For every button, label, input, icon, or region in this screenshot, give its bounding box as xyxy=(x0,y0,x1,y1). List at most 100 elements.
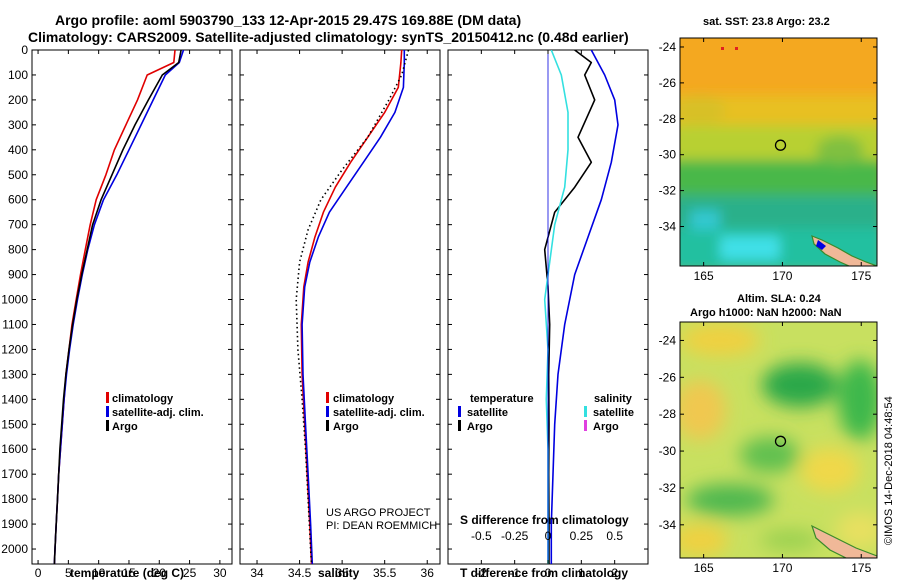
argo-location-marker xyxy=(774,139,787,151)
figure-title-line1: Argo profile: aoml 5903790_133 12-Apr-20… xyxy=(55,12,521,28)
series-line-satellite-adj-clim- xyxy=(53,50,185,564)
series-line-temperature-satellite xyxy=(550,50,619,564)
y-tick-label: 500 xyxy=(8,168,28,182)
x-tick-label: 36 xyxy=(421,566,435,580)
salinity-plot xyxy=(295,50,410,564)
series-line-climatology xyxy=(53,50,176,564)
legend-swatch-s-argo xyxy=(584,420,587,431)
legend-title-temperature: temperature xyxy=(470,393,534,405)
hotspot-marker xyxy=(735,47,738,50)
imos-credit: ©IMOS 14-Dec-2018 04:48:54 xyxy=(883,396,895,545)
y-tick-label: 0 xyxy=(21,43,28,57)
x-tick-label: 2 xyxy=(611,566,618,580)
map-y-tick-label: -32 xyxy=(659,184,677,198)
temperature-xlabel: temperature (deg C) xyxy=(70,566,184,580)
salinity-xlabel: salinity xyxy=(318,566,360,580)
map-y-tick-label: -24 xyxy=(659,40,677,54)
x-tick-label: 25 xyxy=(183,566,197,580)
sst-map xyxy=(680,38,877,266)
map-y-tick-label: -30 xyxy=(659,148,677,162)
project-credit: US ARGO PROJECT xyxy=(326,507,431,519)
depth-axis: 0 100 200 300 400 500 600 700 800 900 1000 1100 1200… xyxy=(1,43,648,556)
temperature-legend: climatology satellite-adj. clim. Argo xyxy=(106,392,204,433)
series-line-temperature-argo xyxy=(543,50,596,564)
series-line-satellite-adj-clim- xyxy=(301,50,406,564)
legend-swatch-t-argo xyxy=(458,420,461,431)
coastline-new-caledonia xyxy=(810,524,877,558)
s-diff-tick-label: 0.25 xyxy=(570,529,594,543)
legend-label-argo: Argo xyxy=(333,421,359,433)
hotspot-marker xyxy=(721,47,724,50)
x-tick-label: 34.5 xyxy=(288,566,312,580)
series-line-climatology xyxy=(300,50,403,564)
legend-label-s-satellite: satellite xyxy=(593,407,634,419)
legend-swatch-satellite xyxy=(326,406,329,417)
map-y-tick-label: -30 xyxy=(659,444,677,458)
map-x-tick-label: 170 xyxy=(772,561,792,575)
legend-swatch-s-satellite xyxy=(584,406,587,417)
legend-label-climatology: climatology xyxy=(112,393,174,405)
sst-map-title: sat. SST: 23.8 Argo: 23.2 xyxy=(703,16,830,28)
map-y-tick-label: -28 xyxy=(659,112,677,126)
map-x-tick-label: 165 xyxy=(694,561,714,575)
x-tick-label: -1 xyxy=(509,566,520,580)
y-tick-label: 400 xyxy=(8,143,28,157)
legend-label-satellite: satellite-adj. clim. xyxy=(112,407,204,419)
temperature-panel-frame xyxy=(31,49,233,565)
y-tick-label: 300 xyxy=(8,118,28,132)
salinity-panel-frame xyxy=(239,49,441,565)
sla-map-title: Altim. SLA: 0.24 xyxy=(737,293,822,305)
map-x-tick-label: 170 xyxy=(772,269,792,283)
coastline-new-caledonia xyxy=(811,235,877,266)
figure-title-line2: Climatology: CARS2009. Satellite-adjuste… xyxy=(28,29,629,45)
argo-location-marker xyxy=(774,435,787,447)
x-tick-label: 15 xyxy=(122,566,136,580)
map-x-tick-label: 165 xyxy=(694,269,714,283)
y-tick-label: 200 xyxy=(8,93,28,107)
legend-swatch-argo xyxy=(326,420,329,431)
y-tick-label: 1300 xyxy=(1,367,28,381)
y-tick-label: 1700 xyxy=(1,467,28,481)
map-y-tick-label: -34 xyxy=(659,220,677,234)
s-diff-tick-label: -0.25 xyxy=(501,529,529,543)
y-tick-label: 800 xyxy=(8,243,28,257)
y-tick-label: 900 xyxy=(8,268,28,282)
blue-patch xyxy=(816,240,826,250)
sst-map-frame xyxy=(679,37,878,267)
map-y-tick-label: -24 xyxy=(659,333,677,347)
x-tick-label: 0 xyxy=(545,566,552,580)
y-tick-label: 1400 xyxy=(1,392,28,406)
y-tick-label: 600 xyxy=(8,193,28,207)
x-tick-label: -2 xyxy=(476,566,487,580)
sla-map-axes: 165 170 175 -24 -26 -28 -30 -32 -34 xyxy=(659,322,877,575)
legend-swatch-argo xyxy=(106,420,109,431)
legend-swatch-t-satellite xyxy=(458,406,461,417)
sla-map xyxy=(680,322,877,558)
t-difference-xlabel: T difference from climatology xyxy=(460,566,628,580)
sla-map-frame xyxy=(679,321,878,559)
x-tick-label: 5 xyxy=(65,566,72,580)
series-line-argo xyxy=(53,50,182,564)
legend-label-s-argo: Argo xyxy=(593,421,619,433)
map-x-tick-label: 175 xyxy=(851,269,871,283)
x-tick-label: 34 xyxy=(250,566,264,580)
y-tick-label: 1600 xyxy=(1,442,28,456)
y-tick-label: 1100 xyxy=(2,317,28,331)
y-tick-label: 1900 xyxy=(1,517,28,531)
map-y-tick-label: -32 xyxy=(659,481,677,495)
s-difference-xlabel: S difference from climatology xyxy=(460,513,629,527)
y-tick-label: 700 xyxy=(8,218,28,232)
y-tick-label: 1500 xyxy=(1,417,28,431)
sla-map-subtitle: Argo h1000: NaN h2000: NaN xyxy=(690,307,842,319)
legend-label-t-argo: Argo xyxy=(467,421,493,433)
difference-plot xyxy=(543,50,619,564)
pi-credit: PI: DEAN ROEMMICH xyxy=(326,520,437,532)
x-tick-label: 30 xyxy=(213,566,227,580)
s-diff-tick-label: 0.5 xyxy=(606,529,623,543)
y-tick-label: 2000 xyxy=(1,542,28,556)
y-tick-label: 1800 xyxy=(1,492,28,506)
x-tick-label: 10 xyxy=(92,566,106,580)
map-y-tick-label: -26 xyxy=(659,76,677,90)
salinity-x-axis: 34 34.5 35 35.5 36 xyxy=(250,50,434,580)
